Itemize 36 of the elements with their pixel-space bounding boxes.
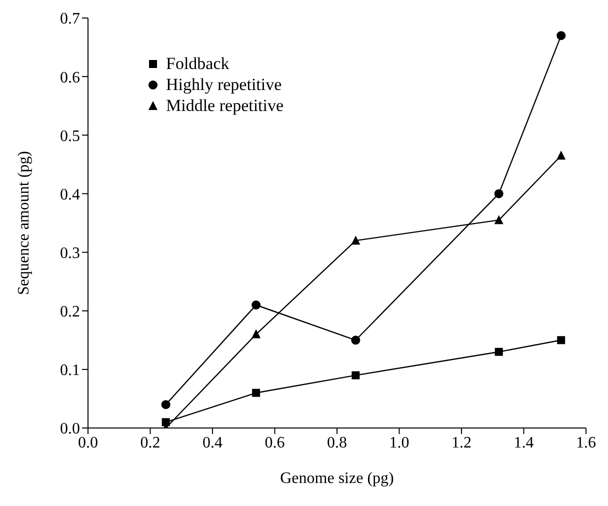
x-tick-label: 1.6	[576, 434, 596, 452]
point	[252, 388, 260, 397]
x-tick-label: 0.4	[202, 434, 222, 452]
legend-label: Middle repetitive	[166, 95, 284, 116]
x-tick-label: 1.4	[514, 434, 534, 452]
point	[161, 400, 170, 410]
y-tick-label: 0.1	[60, 362, 80, 380]
x-tick-label: 0.6	[264, 434, 285, 452]
legend-label: Foldback	[166, 53, 230, 74]
x-tick-label: 0.2	[140, 434, 160, 452]
y-tick-label: 0.2	[60, 304, 80, 321]
y-tick-label: 0.0	[60, 420, 80, 438]
x-tick-label: 0.0	[78, 434, 98, 452]
y-tick-label: 0.6	[60, 69, 80, 86]
y-tick-label: 0.7	[60, 10, 80, 28]
legend-label: Highly repetitive	[166, 74, 282, 95]
point	[162, 418, 170, 426]
point	[252, 300, 261, 310]
point	[557, 336, 566, 344]
point	[351, 336, 360, 345]
x-tick-label: 1.2	[452, 434, 472, 452]
point	[351, 236, 360, 245]
point	[556, 31, 566, 40]
point	[494, 189, 504, 198]
y-tick-label: 0.3	[60, 244, 80, 262]
x-tick-label: 1.0	[389, 434, 410, 452]
x-tick-label: 0.8	[327, 434, 347, 452]
point	[494, 215, 504, 224]
point	[494, 348, 503, 356]
y-tick-label: 0.4	[60, 186, 80, 204]
y-axis-title: Sequence amount (pg)	[16, 151, 33, 295]
x-axis-title: Genome size (pg)	[280, 470, 394, 487]
y-tick-label: 0.5	[60, 128, 80, 145]
point	[556, 150, 566, 160]
point	[352, 371, 360, 380]
point	[252, 329, 261, 338]
